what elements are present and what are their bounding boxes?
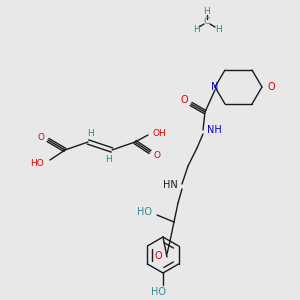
Text: C: C (204, 17, 210, 26)
Text: H: H (214, 26, 221, 34)
Text: O: O (154, 251, 162, 261)
Text: HO: HO (30, 158, 44, 167)
Text: NH: NH (207, 125, 221, 135)
Text: N: N (211, 82, 219, 92)
Text: O: O (38, 134, 44, 142)
Text: HO: HO (137, 207, 152, 217)
Text: HO: HO (151, 287, 166, 297)
Text: O: O (267, 82, 275, 92)
Text: H: H (204, 7, 210, 16)
Text: HN: HN (163, 180, 177, 190)
Text: O: O (180, 95, 188, 105)
Text: H: H (88, 128, 94, 137)
Text: H: H (106, 154, 112, 164)
Text: H: H (193, 26, 200, 34)
Text: O: O (154, 151, 160, 160)
Text: OH: OH (152, 128, 166, 137)
